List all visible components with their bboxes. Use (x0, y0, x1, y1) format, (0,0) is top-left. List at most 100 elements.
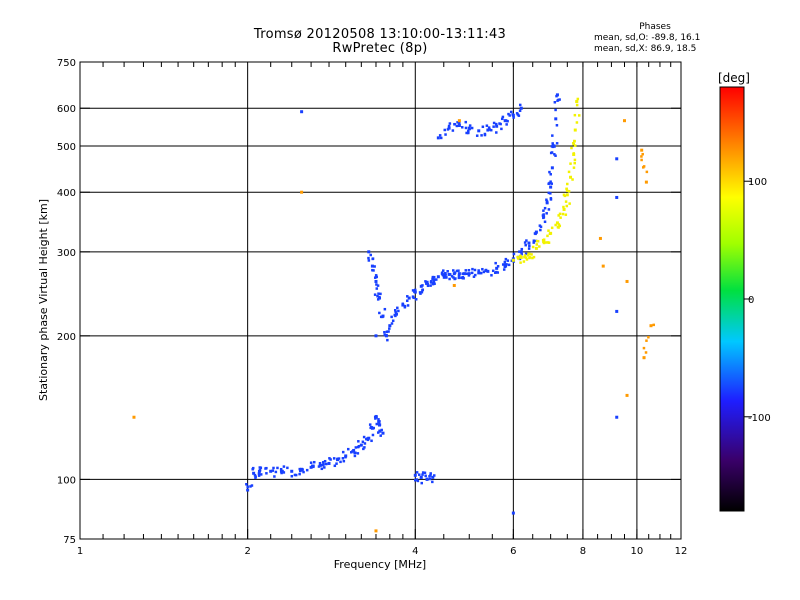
data-point (424, 280, 427, 283)
data-point (467, 268, 471, 272)
data-point (477, 269, 480, 272)
data-point (495, 131, 498, 134)
data-point (504, 257, 508, 261)
data-point (393, 308, 397, 312)
data-point (313, 460, 316, 464)
data-point (555, 142, 559, 145)
data-point (320, 467, 324, 471)
data-point (504, 119, 508, 122)
data-point (615, 415, 619, 419)
data-point (413, 288, 417, 292)
data-point (324, 462, 328, 466)
data-point (368, 423, 372, 426)
data-point (457, 274, 461, 277)
data-point (390, 322, 394, 325)
data-point (298, 467, 302, 471)
data-point (565, 193, 569, 197)
data-point (500, 127, 503, 131)
data-point (511, 258, 515, 262)
data-point (378, 295, 381, 299)
data-point (386, 338, 389, 342)
data-point (406, 295, 409, 298)
data-point (481, 125, 485, 129)
data-point (341, 450, 345, 454)
data-point (569, 175, 573, 179)
data-point (273, 475, 276, 478)
data-point (520, 247, 524, 251)
data-point (512, 116, 515, 119)
data-point (461, 272, 464, 275)
data-point (354, 446, 358, 449)
data-point (615, 309, 619, 313)
data-point (474, 273, 477, 277)
data-point (471, 267, 474, 271)
phases-x-mode-stat: mean, sd,X: 86.9, 18.5 (594, 44, 697, 54)
data-point (523, 254, 527, 257)
data-point (443, 128, 447, 132)
data-point (337, 457, 341, 460)
data-point (464, 120, 468, 124)
data-point (444, 273, 447, 276)
data-point (507, 112, 510, 116)
data-point (367, 259, 371, 262)
data-point (468, 124, 472, 127)
x-tick-label: 4 (412, 546, 418, 557)
data-point (557, 214, 560, 217)
data-point (645, 170, 649, 174)
data-point (532, 241, 535, 244)
data-point (625, 279, 629, 283)
data-point (566, 182, 569, 186)
data-point (323, 466, 326, 469)
data-point (640, 158, 643, 162)
data-point (553, 101, 557, 104)
data-point (378, 311, 381, 315)
data-point (432, 280, 436, 283)
data-point (509, 110, 513, 114)
data-point (378, 423, 382, 427)
data-point (568, 202, 571, 205)
data-point (431, 480, 434, 484)
data-point (375, 283, 378, 286)
chart-subtitle: RwPretec (8p) (332, 41, 428, 56)
data-point (290, 474, 294, 478)
x-tick-label: 6 (510, 546, 516, 557)
data-point (505, 123, 508, 126)
data-point (455, 124, 459, 128)
phases-summary: Phases mean, sd,O: -89.8, 16.1 mean, sd,… (590, 22, 720, 55)
data-point (494, 122, 498, 126)
data-point (487, 126, 491, 129)
data-point (414, 298, 418, 301)
data-point (376, 431, 380, 434)
data-point (473, 268, 477, 272)
data-point (457, 276, 461, 280)
data-point (519, 255, 523, 259)
data-point (495, 266, 499, 270)
data-point (245, 482, 248, 486)
data-point (510, 259, 514, 263)
data-point (558, 224, 562, 228)
data-point (366, 437, 369, 440)
data-point (272, 466, 275, 470)
data-point (558, 212, 562, 216)
data-point (373, 276, 377, 279)
grid-layer (80, 62, 681, 539)
data-point (615, 195, 619, 199)
data-point (444, 133, 447, 136)
data-point (525, 239, 528, 242)
data-point (569, 162, 572, 165)
data-point (567, 190, 571, 193)
data-point (282, 471, 286, 474)
data-point (419, 284, 423, 288)
data-point (512, 252, 516, 256)
data-point (312, 464, 315, 468)
plot-frame (79, 61, 682, 540)
data-point (383, 307, 387, 311)
data-point (271, 469, 275, 472)
data-point (470, 126, 474, 130)
data-point (554, 154, 557, 157)
data-point (570, 146, 573, 150)
data-points-layer (132, 93, 656, 533)
data-point (518, 103, 522, 107)
data-point (524, 256, 528, 259)
data-point (464, 126, 468, 130)
